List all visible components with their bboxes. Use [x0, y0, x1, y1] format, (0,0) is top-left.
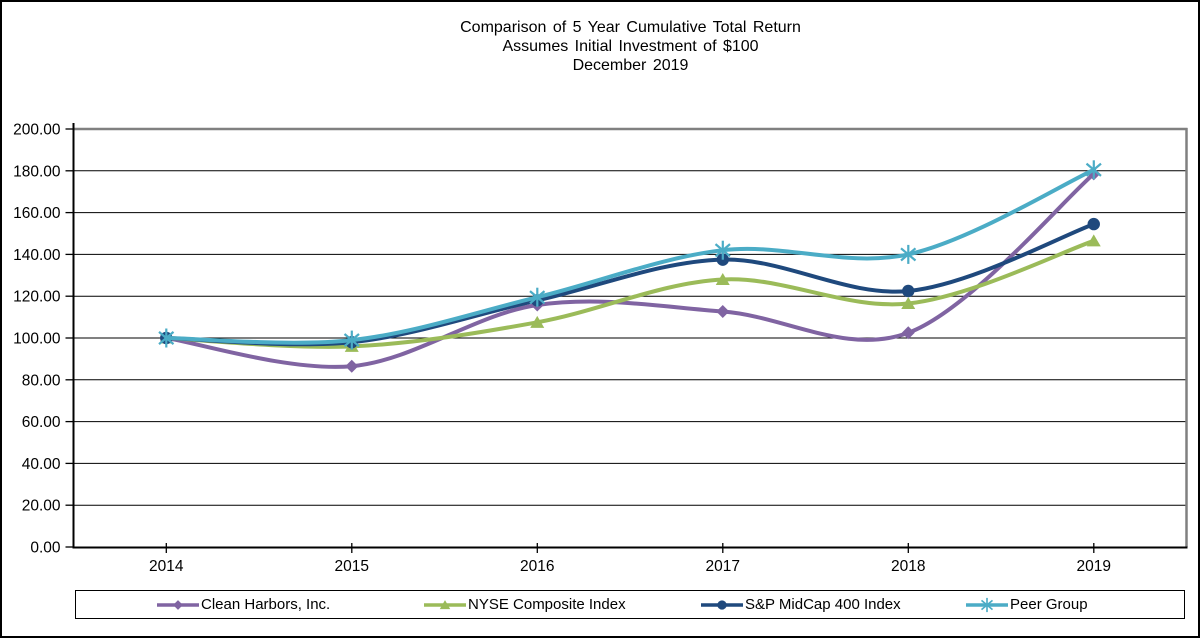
- chart-title-line-1: Comparison of 5 Year Cumulative Total Re…: [460, 19, 801, 36]
- svg-text:2016: 2016: [520, 558, 554, 575]
- svg-text:80.00: 80.00: [22, 372, 61, 389]
- chart-title-line-2: Assumes Initial Investment of $100: [502, 38, 759, 55]
- legend-label: S&P MidCap 400 Index: [745, 596, 901, 613]
- chart-title-line-3: December 2019: [572, 57, 689, 74]
- svg-text:200.00: 200.00: [13, 122, 61, 139]
- legend-item-peer-group: Peer Group: [965, 591, 1088, 618]
- svg-text:120.00: 120.00: [13, 289, 61, 306]
- svg-text:2018: 2018: [891, 558, 925, 575]
- svg-text:2014: 2014: [149, 558, 184, 575]
- svg-text:60.00: 60.00: [22, 414, 61, 431]
- legend-item-sp-midcap: S&P MidCap 400 Index: [700, 591, 901, 618]
- svg-text:2017: 2017: [706, 558, 740, 575]
- svg-text:160.00: 160.00: [13, 205, 61, 222]
- asterisk-line-icon: [966, 597, 1008, 612]
- svg-text:100.00: 100.00: [13, 331, 61, 348]
- legend-label: Peer Group: [1010, 596, 1088, 613]
- svg-text:2015: 2015: [335, 558, 369, 575]
- svg-text:140.00: 140.00: [13, 247, 61, 264]
- legend-label: Clean Harbors, Inc.: [201, 596, 331, 613]
- legend-item-clean-harbors: Clean Harbors, Inc.: [156, 591, 330, 618]
- svg-text:20.00: 20.00: [22, 498, 61, 515]
- diamond-line-icon: [157, 599, 199, 610]
- chart-title: Comparison of 5 Year Cumulative Total Re…: [74, 18, 1187, 75]
- svg-text:2019: 2019: [1077, 558, 1111, 575]
- svg-text:0.00: 0.00: [30, 540, 61, 557]
- triangle-line-icon: [424, 599, 466, 609]
- legend-label: NYSE Composite Index: [468, 596, 626, 613]
- circle-line-icon: [701, 599, 743, 610]
- svg-text:180.00: 180.00: [13, 163, 61, 180]
- legend-box: Clean Harbors, Inc. NYSE Composite Index…: [75, 590, 1185, 619]
- legend-item-nyse-composite: NYSE Composite Index: [423, 591, 626, 618]
- svg-text:40.00: 40.00: [22, 456, 61, 473]
